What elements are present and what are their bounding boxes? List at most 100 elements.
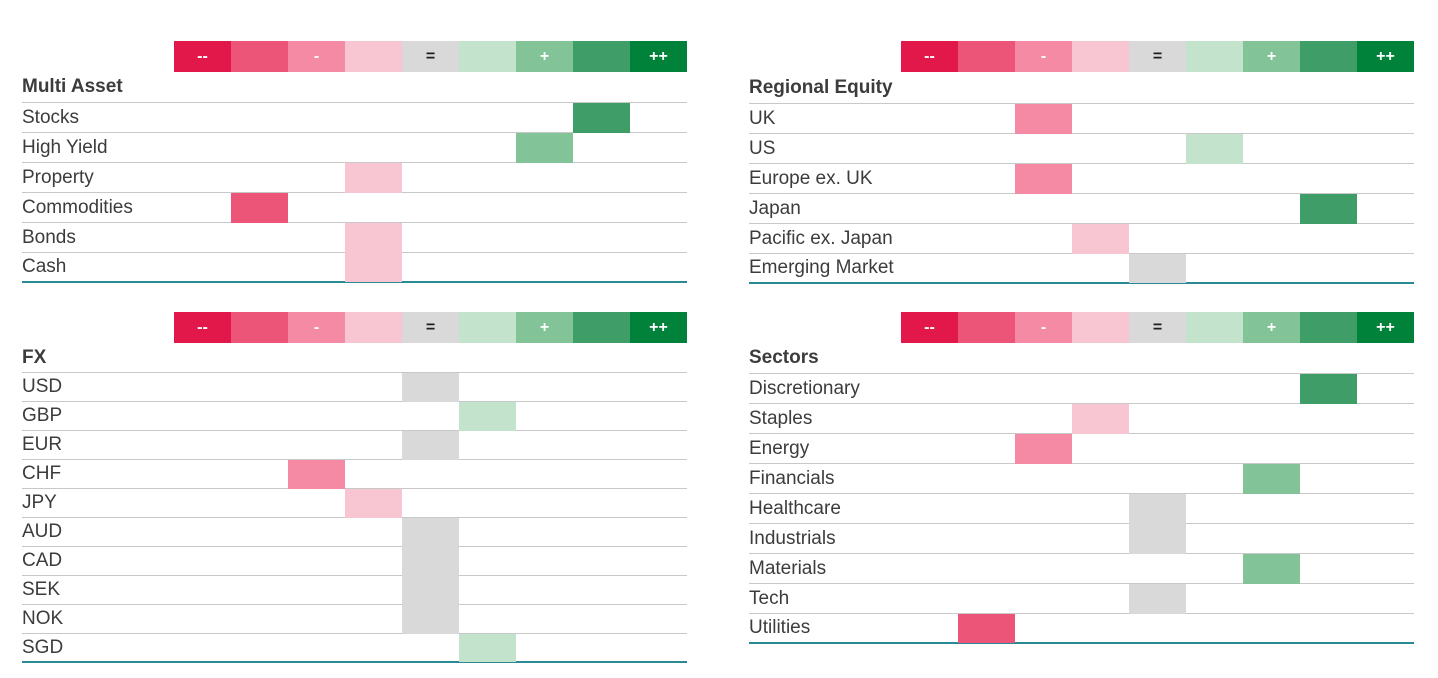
row-label: Tech	[749, 587, 790, 609]
rating-cell	[402, 431, 459, 460]
row-label: GBP	[22, 405, 63, 426]
rating-cell	[1129, 584, 1186, 614]
rating-cell	[1015, 434, 1072, 464]
panel-title: Regional Equity	[749, 72, 1414, 104]
rating-cell	[459, 634, 516, 662]
table-row: NOK	[22, 605, 687, 634]
scale-cell: --	[901, 41, 958, 72]
scale-cell	[1300, 41, 1357, 72]
scale-cell	[231, 312, 288, 343]
panel-title: Sectors	[749, 343, 1414, 374]
scale-cell: +	[1243, 41, 1300, 72]
table-row: US	[749, 134, 1414, 164]
rating-cell	[1015, 164, 1072, 194]
rating-scale-header: -- - = + ++	[174, 312, 687, 343]
row-label: Commodities	[22, 196, 133, 218]
scale-cell: --	[901, 312, 958, 343]
row-label: NOK	[22, 608, 64, 629]
table-row: Bonds	[22, 223, 687, 253]
table-row: Stocks	[22, 103, 687, 133]
rating-cell	[958, 614, 1015, 643]
scale-cell	[459, 41, 516, 72]
table-row: USD	[22, 373, 687, 402]
rating-cell	[573, 103, 630, 133]
row-label: CHF	[22, 463, 62, 484]
scale-cell	[1300, 312, 1357, 343]
scale-cell: +	[516, 312, 573, 343]
rating-cell	[402, 547, 459, 576]
row-label: Materials	[749, 557, 827, 579]
scale-cell	[345, 312, 402, 343]
row-label: Financials	[749, 467, 835, 489]
table-row: Pacific ex. Japan	[749, 224, 1414, 254]
row-label: EUR	[22, 434, 63, 455]
scale-cell	[958, 41, 1015, 72]
row-label: Healthcare	[749, 497, 841, 519]
scale-cell: +	[1243, 312, 1300, 343]
rating-cell	[345, 163, 402, 193]
table-row: Property	[22, 163, 687, 193]
row-label: Pacific ex. Japan	[749, 227, 893, 249]
multi-asset-panel: -- - = + ++ Multi Asset Stocks High Yield Proper…	[22, 41, 687, 283]
row-label: Bonds	[22, 226, 76, 248]
rating-cell	[516, 133, 573, 163]
scale-cell	[958, 312, 1015, 343]
rating-cell	[1072, 404, 1129, 434]
rating-cell	[1129, 524, 1186, 554]
regional-equity-panel: -- - = + ++ Regional Equity UK US Europe ex. UK J…	[749, 41, 1414, 284]
rating-cell	[1300, 194, 1357, 224]
table-row: Staples	[749, 404, 1414, 434]
scale-cell	[231, 41, 288, 72]
row-label: USD	[22, 376, 63, 397]
rating-scale-header: -- - = + ++	[901, 312, 1414, 343]
rating-cell	[1243, 464, 1300, 494]
table-row: CHF	[22, 460, 687, 489]
scale-cell: ++	[630, 312, 687, 343]
scale-cell	[1072, 41, 1129, 72]
table-row: AUD	[22, 518, 687, 547]
scale-cell: =	[402, 312, 459, 343]
row-label: AUD	[22, 521, 63, 542]
scale-cell: ++	[630, 41, 687, 72]
table-row: Commodities	[22, 193, 687, 223]
scale-cell: ++	[1357, 312, 1414, 343]
table-row: Japan	[749, 194, 1414, 224]
scale-cell: =	[1129, 41, 1186, 72]
table-row: GBP	[22, 402, 687, 431]
rating-cell	[402, 605, 459, 634]
sectors-panel: -- - = + ++ Sectors Discretionary Staples Energy…	[749, 312, 1414, 644]
row-label: Industrials	[749, 527, 836, 549]
rating-scale-header: -- - = + ++	[174, 41, 687, 72]
rating-cell	[1015, 104, 1072, 134]
table-row: Industrials	[749, 524, 1414, 554]
rating-cell	[1186, 134, 1243, 164]
row-label: US	[749, 137, 776, 159]
table-row: Materials	[749, 554, 1414, 584]
row-label: Discretionary	[749, 377, 860, 399]
rating-scale-header: -- - = + ++	[901, 41, 1414, 72]
table-row: CAD	[22, 547, 687, 576]
table-row: Discretionary	[749, 374, 1414, 404]
panel-title: Multi Asset	[22, 72, 687, 103]
scale-cell: --	[174, 312, 231, 343]
row-label: SGD	[22, 636, 64, 658]
scale-cell: -	[288, 41, 345, 72]
rating-cell	[345, 489, 402, 518]
rating-cell	[288, 460, 345, 489]
scale-cell	[1072, 312, 1129, 343]
scale-cell: =	[402, 41, 459, 72]
table-row: Europe ex. UK	[749, 164, 1414, 194]
scale-cell	[573, 41, 630, 72]
scale-cell	[1186, 312, 1243, 343]
rating-cell	[1300, 374, 1357, 404]
table-row: Healthcare	[749, 494, 1414, 524]
rating-cell	[459, 402, 516, 431]
table-row: SGD	[22, 634, 687, 663]
table-row: Tech	[749, 584, 1414, 614]
rating-cell	[345, 253, 402, 282]
rating-cell	[1072, 224, 1129, 254]
table-row: Energy	[749, 434, 1414, 464]
rating-cell	[1129, 254, 1186, 283]
rating-cell	[402, 373, 459, 402]
table-row: Cash	[22, 253, 687, 283]
